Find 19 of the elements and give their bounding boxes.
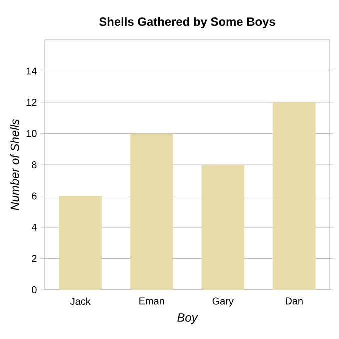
x-tick-label: Gary bbox=[212, 298, 234, 307]
x-tick-label: Dan bbox=[286, 298, 303, 305]
y-tick-label: 6 bbox=[32, 192, 37, 200]
y-tick-label: 4 bbox=[32, 224, 37, 231]
x-axis-title: Boy bbox=[178, 314, 198, 324]
bar bbox=[130, 134, 174, 290]
bar bbox=[273, 102, 316, 290]
bar bbox=[59, 196, 102, 290]
y-tick-label: 8 bbox=[32, 161, 37, 169]
y-tick-label: 12 bbox=[26, 99, 37, 106]
x-tick-label: Jack bbox=[70, 298, 91, 306]
y-tick-label: 10 bbox=[26, 130, 37, 138]
x-tick-label: Eman bbox=[140, 298, 164, 305]
y-axis-title: Number of Shells bbox=[10, 119, 20, 210]
y-tick-label: 2 bbox=[32, 255, 37, 262]
chart-title: Shells Gathered by Some Boys bbox=[99, 17, 276, 28]
bar bbox=[202, 165, 244, 290]
y-tick-label: 0 bbox=[32, 286, 37, 294]
y-tick-label: 14 bbox=[26, 68, 37, 75]
